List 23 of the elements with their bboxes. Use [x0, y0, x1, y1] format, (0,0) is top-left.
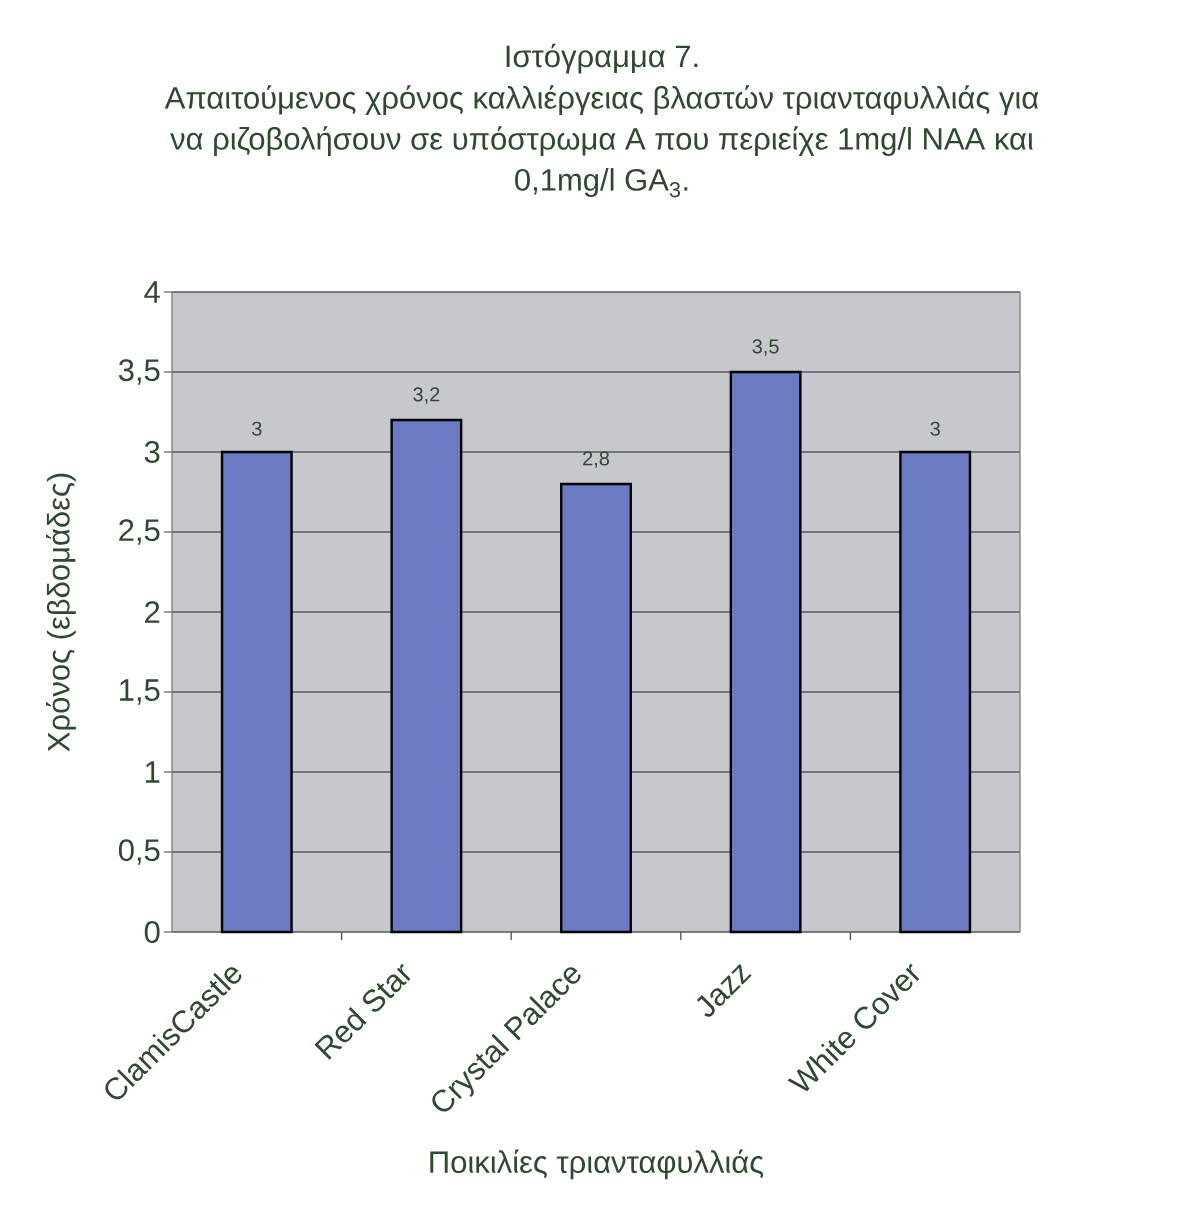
- data-label: 3,2: [413, 387, 440, 404]
- data-label: 3: [930, 421, 940, 436]
- y-tick-label: 0: [144, 921, 160, 943]
- y-tick-label: 4: [144, 281, 160, 303]
- y-tick-label: 3,5: [118, 359, 160, 385]
- data-label: 3: [252, 421, 262, 436]
- bar: [729, 370, 802, 934]
- bar: [560, 482, 632, 934]
- y-axis-title: Χρόνος (εβδομάδες): [46, 473, 76, 752]
- chart-subtitle: Απαιτούμενος χρόνος καλλιέργειας βλαστών τριανταφυλλιάς για να ριζοβολήσουν σε υπόστρωμα Α που περιείχε 1mg/l NAA και 0,1mg/l GA$_{3}$.: [164, 85, 1039, 198]
- x-axis-title: Ποικιλίες τριανταφυλλιάς: [430, 1149, 764, 1180]
- y-tick-label: 1: [145, 761, 160, 783]
- chart-title: Ιστόγραμμα 7.: [506, 43, 698, 74]
- y-tick-label: 0,5: [118, 839, 160, 865]
- data-label: 3,5: [752, 339, 779, 356]
- y-tick-label: 3: [144, 441, 160, 463]
- y-tick-label: 2: [145, 601, 160, 623]
- bar: [220, 450, 293, 934]
- y-tick-label: 2,5: [119, 519, 160, 545]
- y-tick-label: 1,5: [120, 679, 160, 705]
- bar: [899, 450, 972, 934]
- bar: [390, 418, 463, 934]
- data-label: 2,8: [583, 451, 610, 468]
